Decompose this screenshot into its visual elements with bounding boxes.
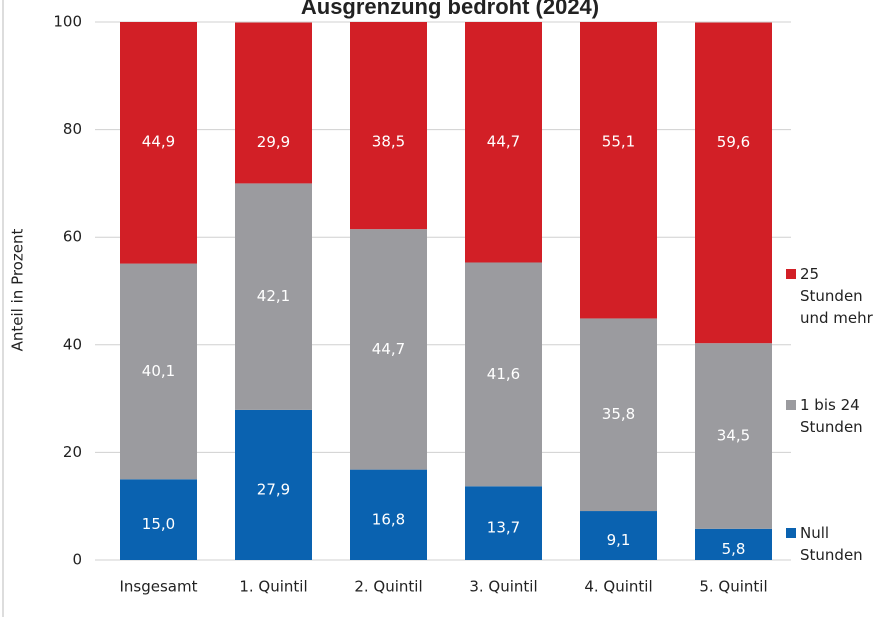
y-tick-label: 80	[63, 120, 82, 138]
y-tick-label: 20	[63, 443, 82, 461]
legend-swatch	[786, 269, 796, 279]
bar-segment	[350, 22, 427, 230]
legend-label: 25 Stunden und mehr	[800, 265, 873, 327]
value-label: 5,8	[722, 540, 746, 558]
value-label: 40,1	[142, 362, 175, 380]
value-label: 55,1	[602, 133, 635, 151]
x-tick-label: 4. Quintil	[584, 578, 652, 596]
bar-segment	[235, 22, 312, 184]
bar-segment	[120, 22, 197, 264]
bar-segment	[465, 262, 542, 487]
bar-segment	[580, 511, 657, 560]
legend-item: 25 Stunden und mehr	[786, 263, 888, 329]
value-label: 27,9	[257, 480, 290, 498]
y-tick-label: 100	[53, 13, 82, 31]
value-label: 34,5	[717, 426, 750, 444]
bar-segment	[695, 343, 772, 529]
x-tick-label: 5. Quintil	[699, 578, 767, 596]
bar-segment	[120, 479, 197, 560]
bar-segment	[465, 486, 542, 560]
bar-segment	[235, 409, 312, 560]
value-label: 9,1	[607, 531, 631, 549]
value-label: 29,9	[257, 133, 290, 151]
bar-segment	[695, 528, 772, 560]
value-label: 41,6	[487, 365, 520, 383]
y-tick-label: 40	[63, 335, 82, 353]
bar-segment	[350, 229, 427, 470]
value-label: 15,0	[142, 515, 175, 533]
value-label: 59,6	[717, 133, 750, 151]
legend-item: Null Stunden	[786, 522, 888, 566]
value-label: 38,5	[372, 133, 405, 151]
legend-swatch	[786, 528, 796, 538]
x-tick-label: Insgesamt	[120, 578, 198, 596]
legend-label: Null Stunden	[800, 524, 863, 564]
x-tick-label: 1. Quintil	[239, 578, 307, 596]
bar-segment	[350, 469, 427, 560]
legend-swatch	[786, 400, 796, 410]
bar-segment	[465, 22, 542, 263]
value-label: 35,8	[602, 405, 635, 423]
value-label: 13,7	[487, 519, 520, 537]
legend-item: 1 bis 24 Stunden	[786, 394, 888, 438]
value-label: 44,7	[372, 340, 405, 358]
bar-segment	[120, 263, 197, 480]
y-tick-label: 0	[72, 551, 82, 569]
bar-segment	[695, 22, 772, 344]
legend-label: 1 bis 24 Stunden	[800, 396, 863, 436]
value-label: 42,1	[257, 287, 290, 305]
bar-segment	[580, 22, 657, 319]
y-tick-label: 60	[63, 228, 82, 246]
y-axis-label: Anteil in Prozent	[9, 229, 27, 352]
value-label: 44,9	[142, 133, 175, 151]
bar-segment	[235, 183, 312, 410]
bar-segment	[580, 318, 657, 512]
x-tick-label: 2. Quintil	[354, 578, 422, 596]
chart-title: Ausgrenzung bedroht (2024)	[301, 0, 599, 19]
value-label: 16,8	[372, 510, 405, 528]
value-label: 44,7	[487, 133, 520, 151]
x-tick-label: 3. Quintil	[469, 578, 537, 596]
